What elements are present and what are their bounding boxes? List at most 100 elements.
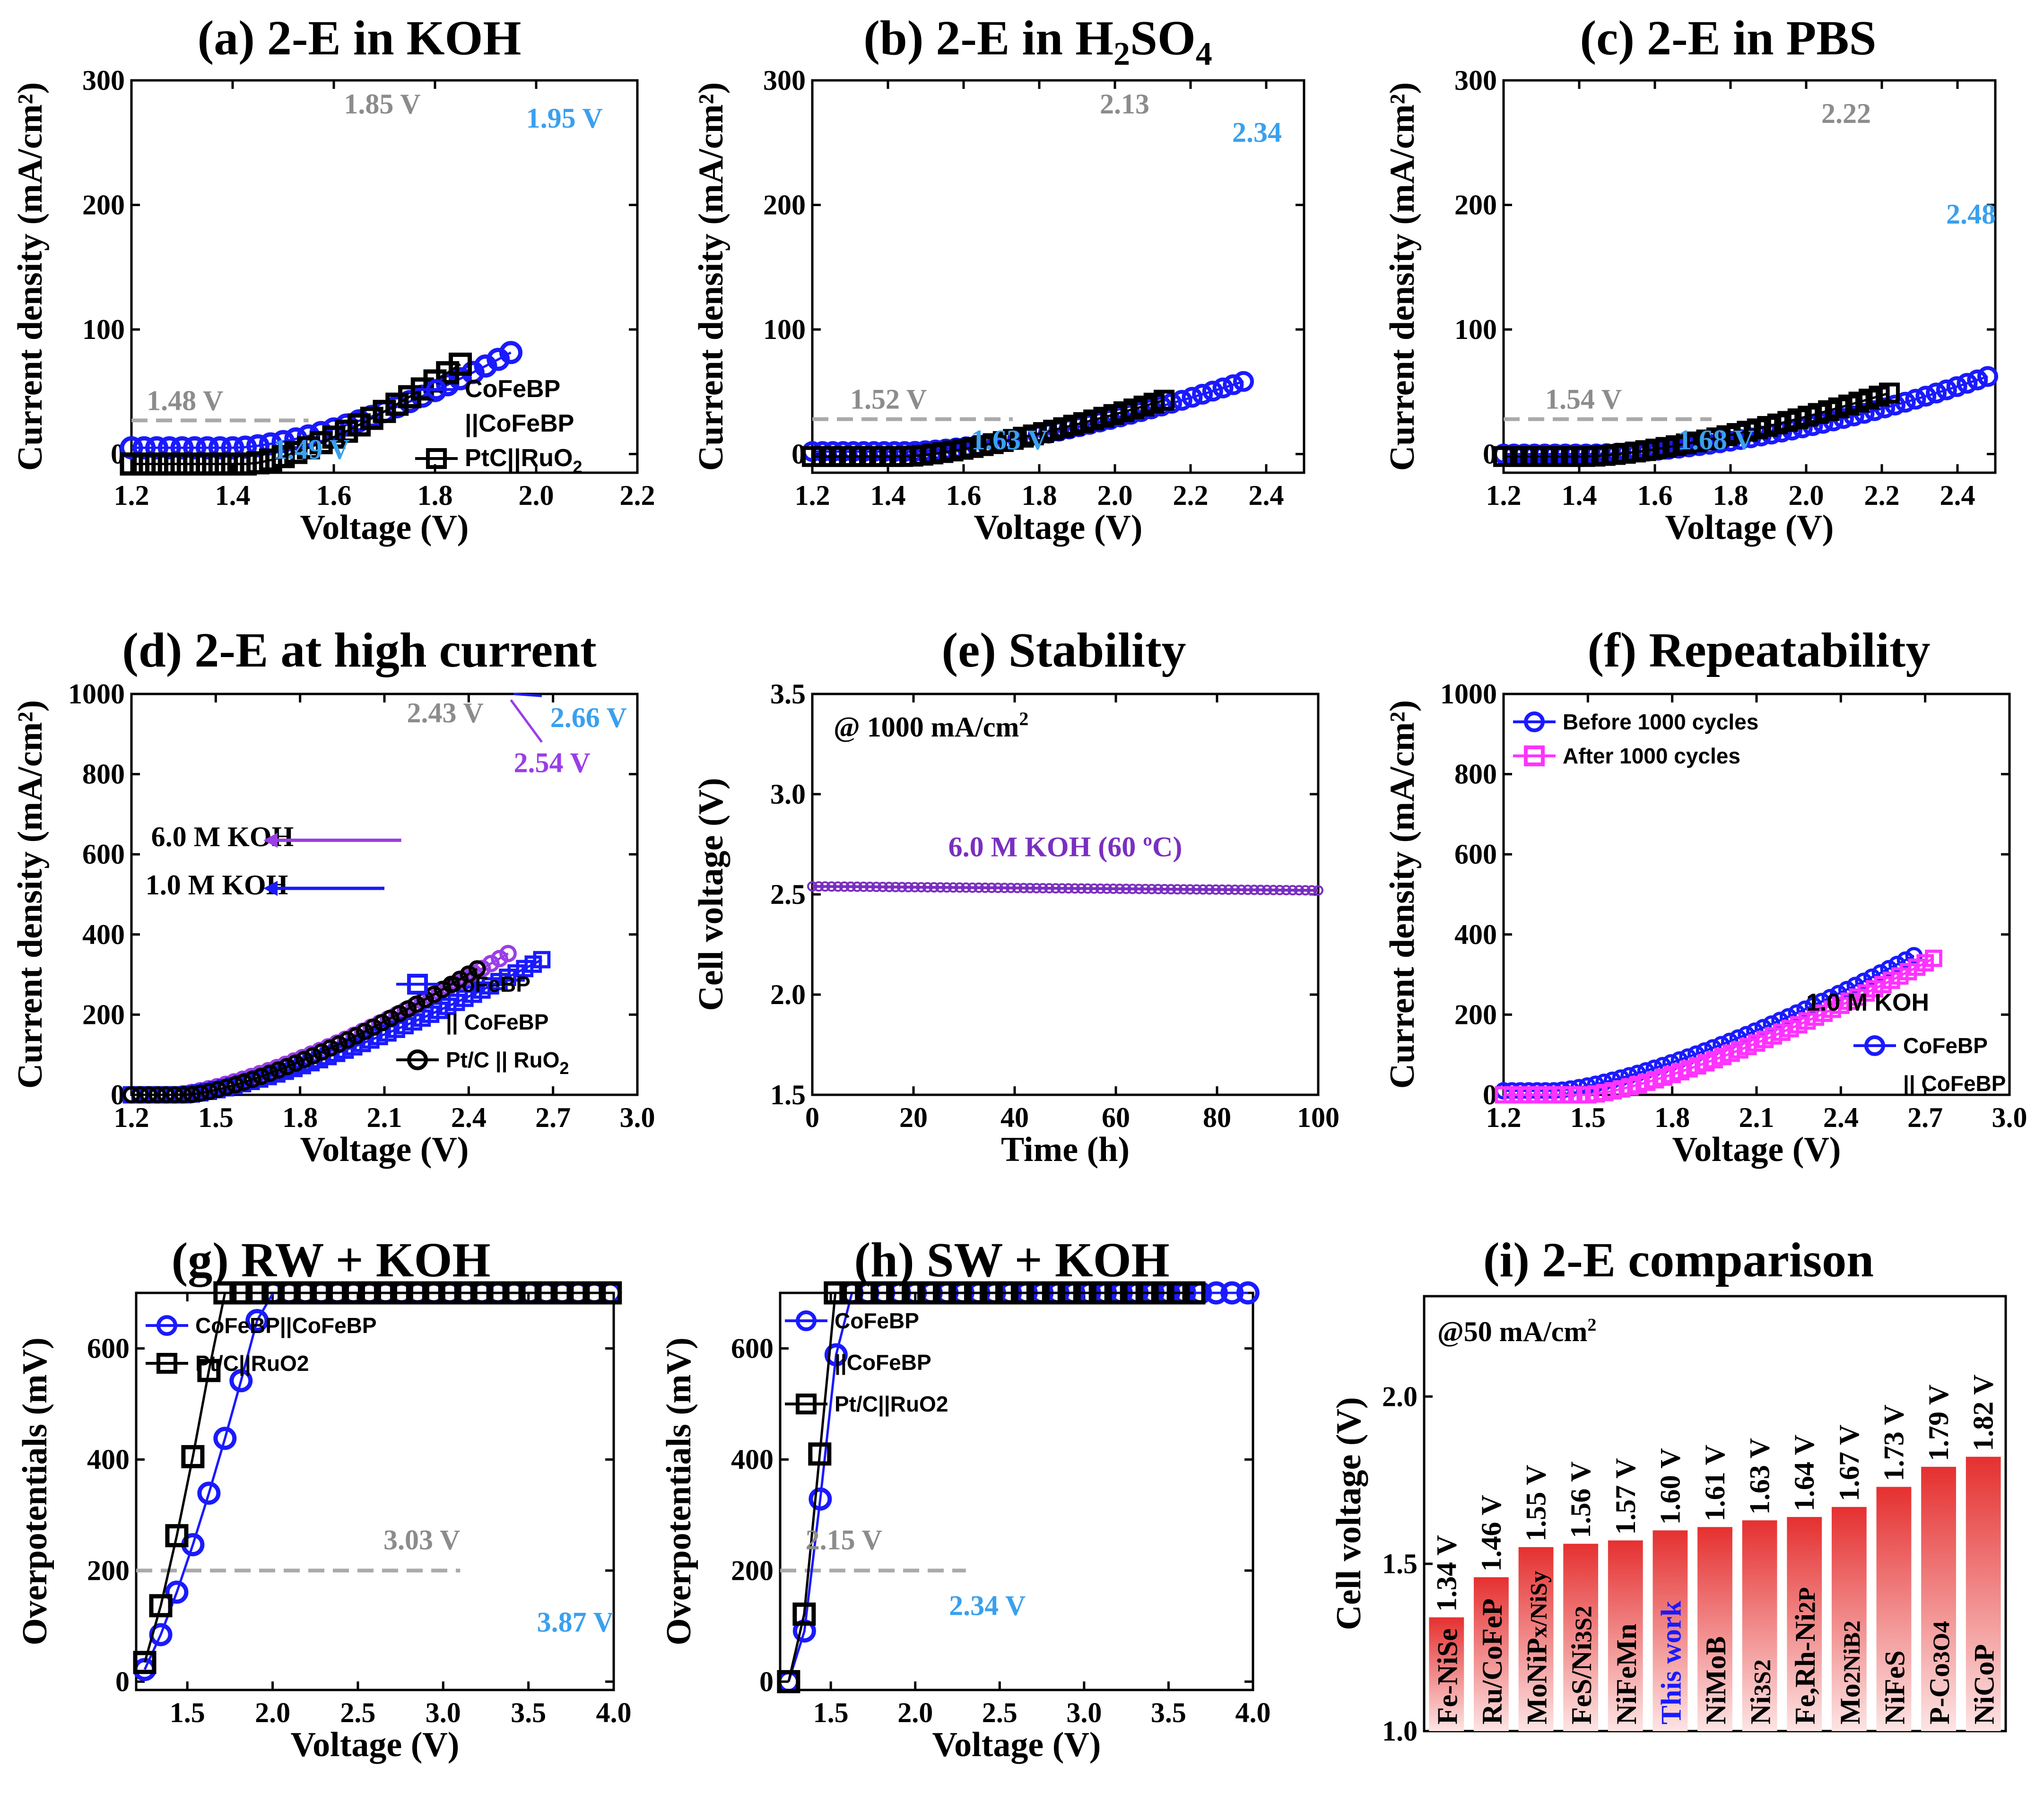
data-point: [1005, 883, 1016, 893]
y-tick-label: 400: [87, 1444, 130, 1475]
data-point: [261, 1065, 278, 1082]
data-point: [896, 882, 907, 892]
x-tick-label: 3.0: [1066, 1697, 1102, 1728]
y-tick-label: 200: [1454, 999, 1497, 1030]
data-point: [449, 352, 472, 376]
data-point: [1057, 1281, 1081, 1305]
data-point: [902, 1281, 925, 1305]
legend-marker: [407, 1049, 428, 1071]
data-point: [278, 1281, 301, 1305]
data-point: [1114, 884, 1125, 894]
data-point: [183, 452, 207, 476]
data-point: [365, 1018, 383, 1036]
data-point: [330, 1035, 348, 1053]
data-point: [1121, 884, 1131, 894]
data-point: [935, 882, 946, 893]
data-point: [1140, 884, 1151, 894]
data-point: [1192, 383, 1213, 405]
x-tick-label: 1.5: [813, 1697, 849, 1728]
x-tick-label: 3.5: [1151, 1697, 1186, 1728]
x-tick-label: 2.0: [1097, 480, 1133, 511]
bar-category-label: This work: [1655, 1601, 1687, 1724]
y-tick-label: 3.5: [770, 678, 806, 710]
legend-marker: [1864, 1035, 1886, 1057]
data-point: [145, 452, 168, 476]
data-point: [1967, 369, 1988, 390]
x-tick-label: 2.4: [1940, 480, 1975, 511]
bar-value-label: 1.73 V: [1878, 1404, 1909, 1481]
data-point: [1182, 387, 1203, 408]
x-tick-label: 2.0: [255, 1697, 290, 1728]
annotation-cofebp-onset: 1.49 V: [273, 433, 350, 465]
y-tick-label: 300: [1454, 65, 1497, 96]
data-point: [217, 1078, 235, 1096]
data-point: [871, 882, 882, 892]
data-point: [833, 881, 844, 892]
data-point: [909, 882, 920, 892]
data-point: [120, 452, 143, 476]
annotation-cofebp-max: 2.34: [1232, 117, 1282, 148]
legend-marker: [426, 448, 447, 469]
data-point: [326, 1281, 349, 1305]
data-point: [1313, 885, 1324, 896]
data-point: [792, 1603, 816, 1626]
x-tick-label: 3.0: [620, 1102, 655, 1133]
data-point: [1108, 884, 1119, 894]
y-tick-label: 0: [1483, 1079, 1497, 1110]
bar: [1921, 1466, 1956, 1731]
data-point: [1925, 949, 1942, 967]
annotation-current: @50 mA/cm2: [1437, 1315, 1596, 1347]
data-point: [954, 882, 965, 893]
data-point: [824, 1343, 848, 1367]
y-tick-label: 2.0: [770, 979, 806, 1010]
legend-label: || CoFeBP: [1903, 1071, 2006, 1096]
data-point: [974, 882, 984, 893]
data-point: [1261, 884, 1272, 895]
data-point: [995, 1281, 1018, 1305]
data-point: [1229, 884, 1240, 895]
data-point: [1153, 390, 1175, 411]
y-tick-label: 0: [759, 1666, 774, 1697]
annotation-ptc-onset: 1.54 V: [1545, 384, 1622, 415]
annotation-current: @ 1000 mA/cm2: [834, 708, 1028, 743]
y-tick-label: 600: [87, 1333, 130, 1364]
bar-category-label: MoNiPx/NiSy: [1522, 1571, 1553, 1724]
bar: [1518, 1547, 1554, 1731]
x-axis-label: Voltage (V): [300, 508, 469, 547]
data-point: [1102, 883, 1113, 894]
bar-value-label: 1.79 V: [1923, 1385, 1954, 1461]
y-tick-label: 200: [763, 189, 806, 220]
data-point: [373, 399, 396, 423]
bar: [1653, 1530, 1688, 1731]
series-ptc-ruo2: [120, 352, 472, 476]
x-tick-label: 40: [1000, 1102, 1029, 1133]
data-point: [1076, 883, 1087, 894]
annotation-electrolyte: 6.0 M KOH (60 ºC): [948, 831, 1183, 862]
data-point: [270, 1061, 287, 1079]
y-tick-label: 100: [763, 314, 806, 345]
data-point: [174, 1086, 192, 1104]
y-tick-label: 600: [1454, 839, 1497, 870]
legend-marker: [795, 1310, 817, 1332]
y-tick-label: 100: [1454, 314, 1497, 345]
y-tick-label: 3.0: [770, 779, 806, 810]
bar: [1742, 1520, 1777, 1731]
data-point: [341, 1281, 365, 1305]
x-tick-label: 3.5: [511, 1697, 546, 1728]
x-tick-label: 1.2: [114, 480, 149, 511]
data-point: [583, 1281, 606, 1305]
legend-electrolyte: 1.0 M KOH: [1806, 989, 1929, 1016]
data-point: [1268, 884, 1279, 895]
y-tick-label: 400: [1454, 919, 1497, 950]
x-tick-label: 60: [1102, 1102, 1130, 1133]
data-point: [1018, 883, 1029, 893]
data-point: [1135, 1281, 1159, 1305]
x-tick-label: 2.4: [1249, 480, 1284, 511]
data-point: [1249, 884, 1260, 895]
data-point: [1127, 884, 1138, 894]
x-tick-label: 100: [1297, 1102, 1339, 1133]
x-axis-label: Voltage (V): [300, 1130, 469, 1169]
data-point: [470, 1281, 494, 1305]
y-axis-label: Current density (mA/cm²): [11, 82, 50, 471]
data-point: [1281, 884, 1292, 896]
